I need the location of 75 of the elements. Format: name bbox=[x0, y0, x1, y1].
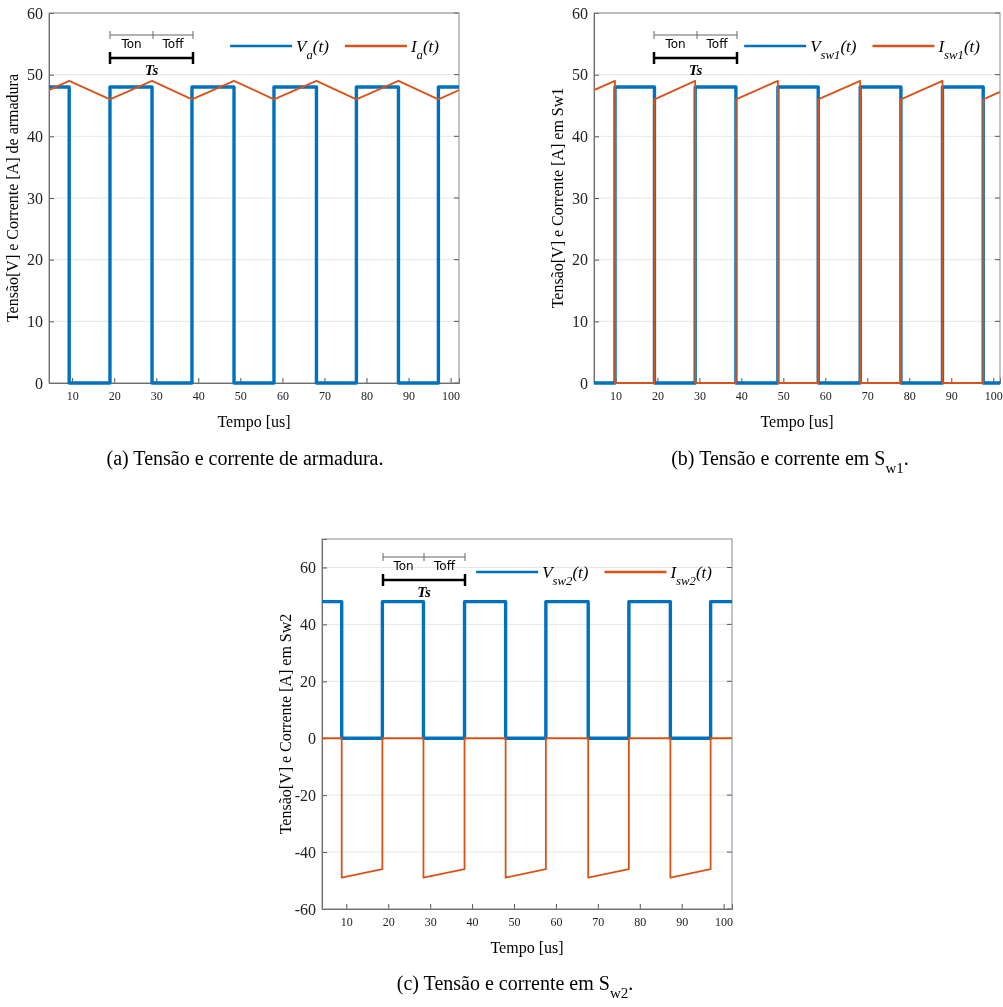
y-axis-title: Tensão[V] e Corrente [A] de armadura bbox=[4, 73, 21, 323]
text: (b) Tensão e corrente em S$_{w1}$. bbox=[671, 447, 909, 476]
y-axis-title: Tensão[V] e Corrente [A] em Sw1 bbox=[549, 87, 566, 309]
x-tick-label: 20 bbox=[382, 914, 395, 929]
annotation: Ton bbox=[120, 37, 142, 52]
y-tick-label: 60 bbox=[300, 559, 316, 577]
x-tick-label: 80 bbox=[634, 914, 647, 929]
x-axis-title: Tempo [us] bbox=[760, 413, 834, 431]
legend-label: I$_{sw1}$(t) bbox=[937, 37, 981, 62]
annotation: Toff bbox=[705, 37, 729, 52]
annotation: Ts bbox=[417, 584, 431, 601]
x-tick-label: 20 bbox=[108, 388, 121, 403]
y-tick-label: -60 bbox=[294, 900, 316, 918]
annotation: Ton bbox=[392, 559, 414, 574]
y-tick-label: 0 bbox=[580, 374, 588, 392]
x-tick-label: 100 bbox=[442, 388, 461, 403]
y-tick-label: 50 bbox=[572, 66, 588, 84]
x-tick-label: 50 bbox=[234, 388, 247, 403]
y-tick-label: 10 bbox=[27, 312, 43, 330]
y-tick-label: 30 bbox=[27, 189, 43, 207]
annotation: Toff bbox=[161, 37, 185, 52]
legend-label: V$_{sw2}$(t) bbox=[542, 563, 589, 588]
x-tick-label: 70 bbox=[592, 914, 605, 929]
legend-label: V$_{sw1}$(t) bbox=[810, 37, 857, 62]
y-tick-label: 60 bbox=[572, 4, 588, 22]
y-tick-label: 10 bbox=[572, 312, 588, 330]
x-axis-title: Tempo [us] bbox=[217, 413, 291, 431]
y-tick-label: -40 bbox=[294, 843, 316, 861]
text: (c) Tensão e corrente em S$_{w2}$. bbox=[396, 972, 634, 1001]
x-tick-label: 60 bbox=[819, 388, 832, 403]
y-tick-label: 20 bbox=[27, 251, 43, 269]
annotation: Ts bbox=[144, 62, 159, 79]
x-tick-label: 90 bbox=[945, 388, 958, 403]
x-tick-label: 70 bbox=[318, 388, 331, 403]
annotation: Toff bbox=[433, 559, 456, 574]
x-axis-title: Tempo [us] bbox=[490, 939, 564, 957]
x-tick-label: 40 bbox=[192, 388, 205, 403]
x-tick-label: 90 bbox=[403, 388, 416, 403]
y-tick-label: 20 bbox=[572, 251, 588, 269]
x-tick-label: 40 bbox=[735, 388, 748, 403]
x-tick-label: 20 bbox=[651, 388, 664, 403]
annotation: Ts bbox=[688, 62, 703, 79]
x-tick-label: 50 bbox=[508, 914, 521, 929]
y-tick-label: 40 bbox=[300, 616, 316, 633]
y-axis-title: Tensão[V] e Corrente [A] em Sw2 bbox=[277, 613, 294, 835]
x-tick-label: 10 bbox=[609, 388, 622, 403]
x-tick-label: 60 bbox=[550, 914, 563, 929]
x-tick-label: 10 bbox=[340, 914, 353, 929]
legend-label: I$_{sw2}$(t) bbox=[669, 563, 713, 588]
x-tick-label: 50 bbox=[777, 388, 790, 403]
y-tick-label: 30 bbox=[572, 189, 588, 207]
y-tick-label: 40 bbox=[27, 127, 43, 145]
y-tick-label: 40 bbox=[572, 127, 588, 145]
x-tick-label: 100 bbox=[984, 388, 1003, 403]
y-tick-label: 50 bbox=[27, 66, 43, 84]
x-tick-label: 30 bbox=[693, 388, 706, 403]
x-tick-label: 80 bbox=[903, 388, 916, 403]
legend-label: I$_{a}$(t) bbox=[409, 37, 440, 62]
y-tick-label: 0 bbox=[35, 374, 43, 392]
y-tick-label: 0 bbox=[308, 729, 316, 747]
x-tick-label: 10 bbox=[66, 388, 79, 403]
y-tick-label: -20 bbox=[294, 786, 316, 804]
annotation: Ton bbox=[664, 37, 686, 52]
x-tick-label: 40 bbox=[466, 914, 479, 929]
x-tick-label: 60 bbox=[276, 388, 289, 403]
x-tick-label: 100 bbox=[715, 914, 734, 929]
x-tick-label: 30 bbox=[150, 388, 163, 403]
text: (a) Tensão e corrente de armadura. bbox=[106, 447, 384, 470]
x-tick-label: 90 bbox=[676, 914, 689, 929]
x-tick-label: 80 bbox=[360, 388, 373, 403]
x-tick-label: 30 bbox=[424, 914, 437, 929]
y-tick-label: 60 bbox=[27, 4, 43, 22]
legend-label: V$_{a}$(t) bbox=[296, 37, 330, 62]
x-tick-label: 70 bbox=[861, 388, 874, 403]
y-tick-label: 20 bbox=[300, 672, 316, 690]
